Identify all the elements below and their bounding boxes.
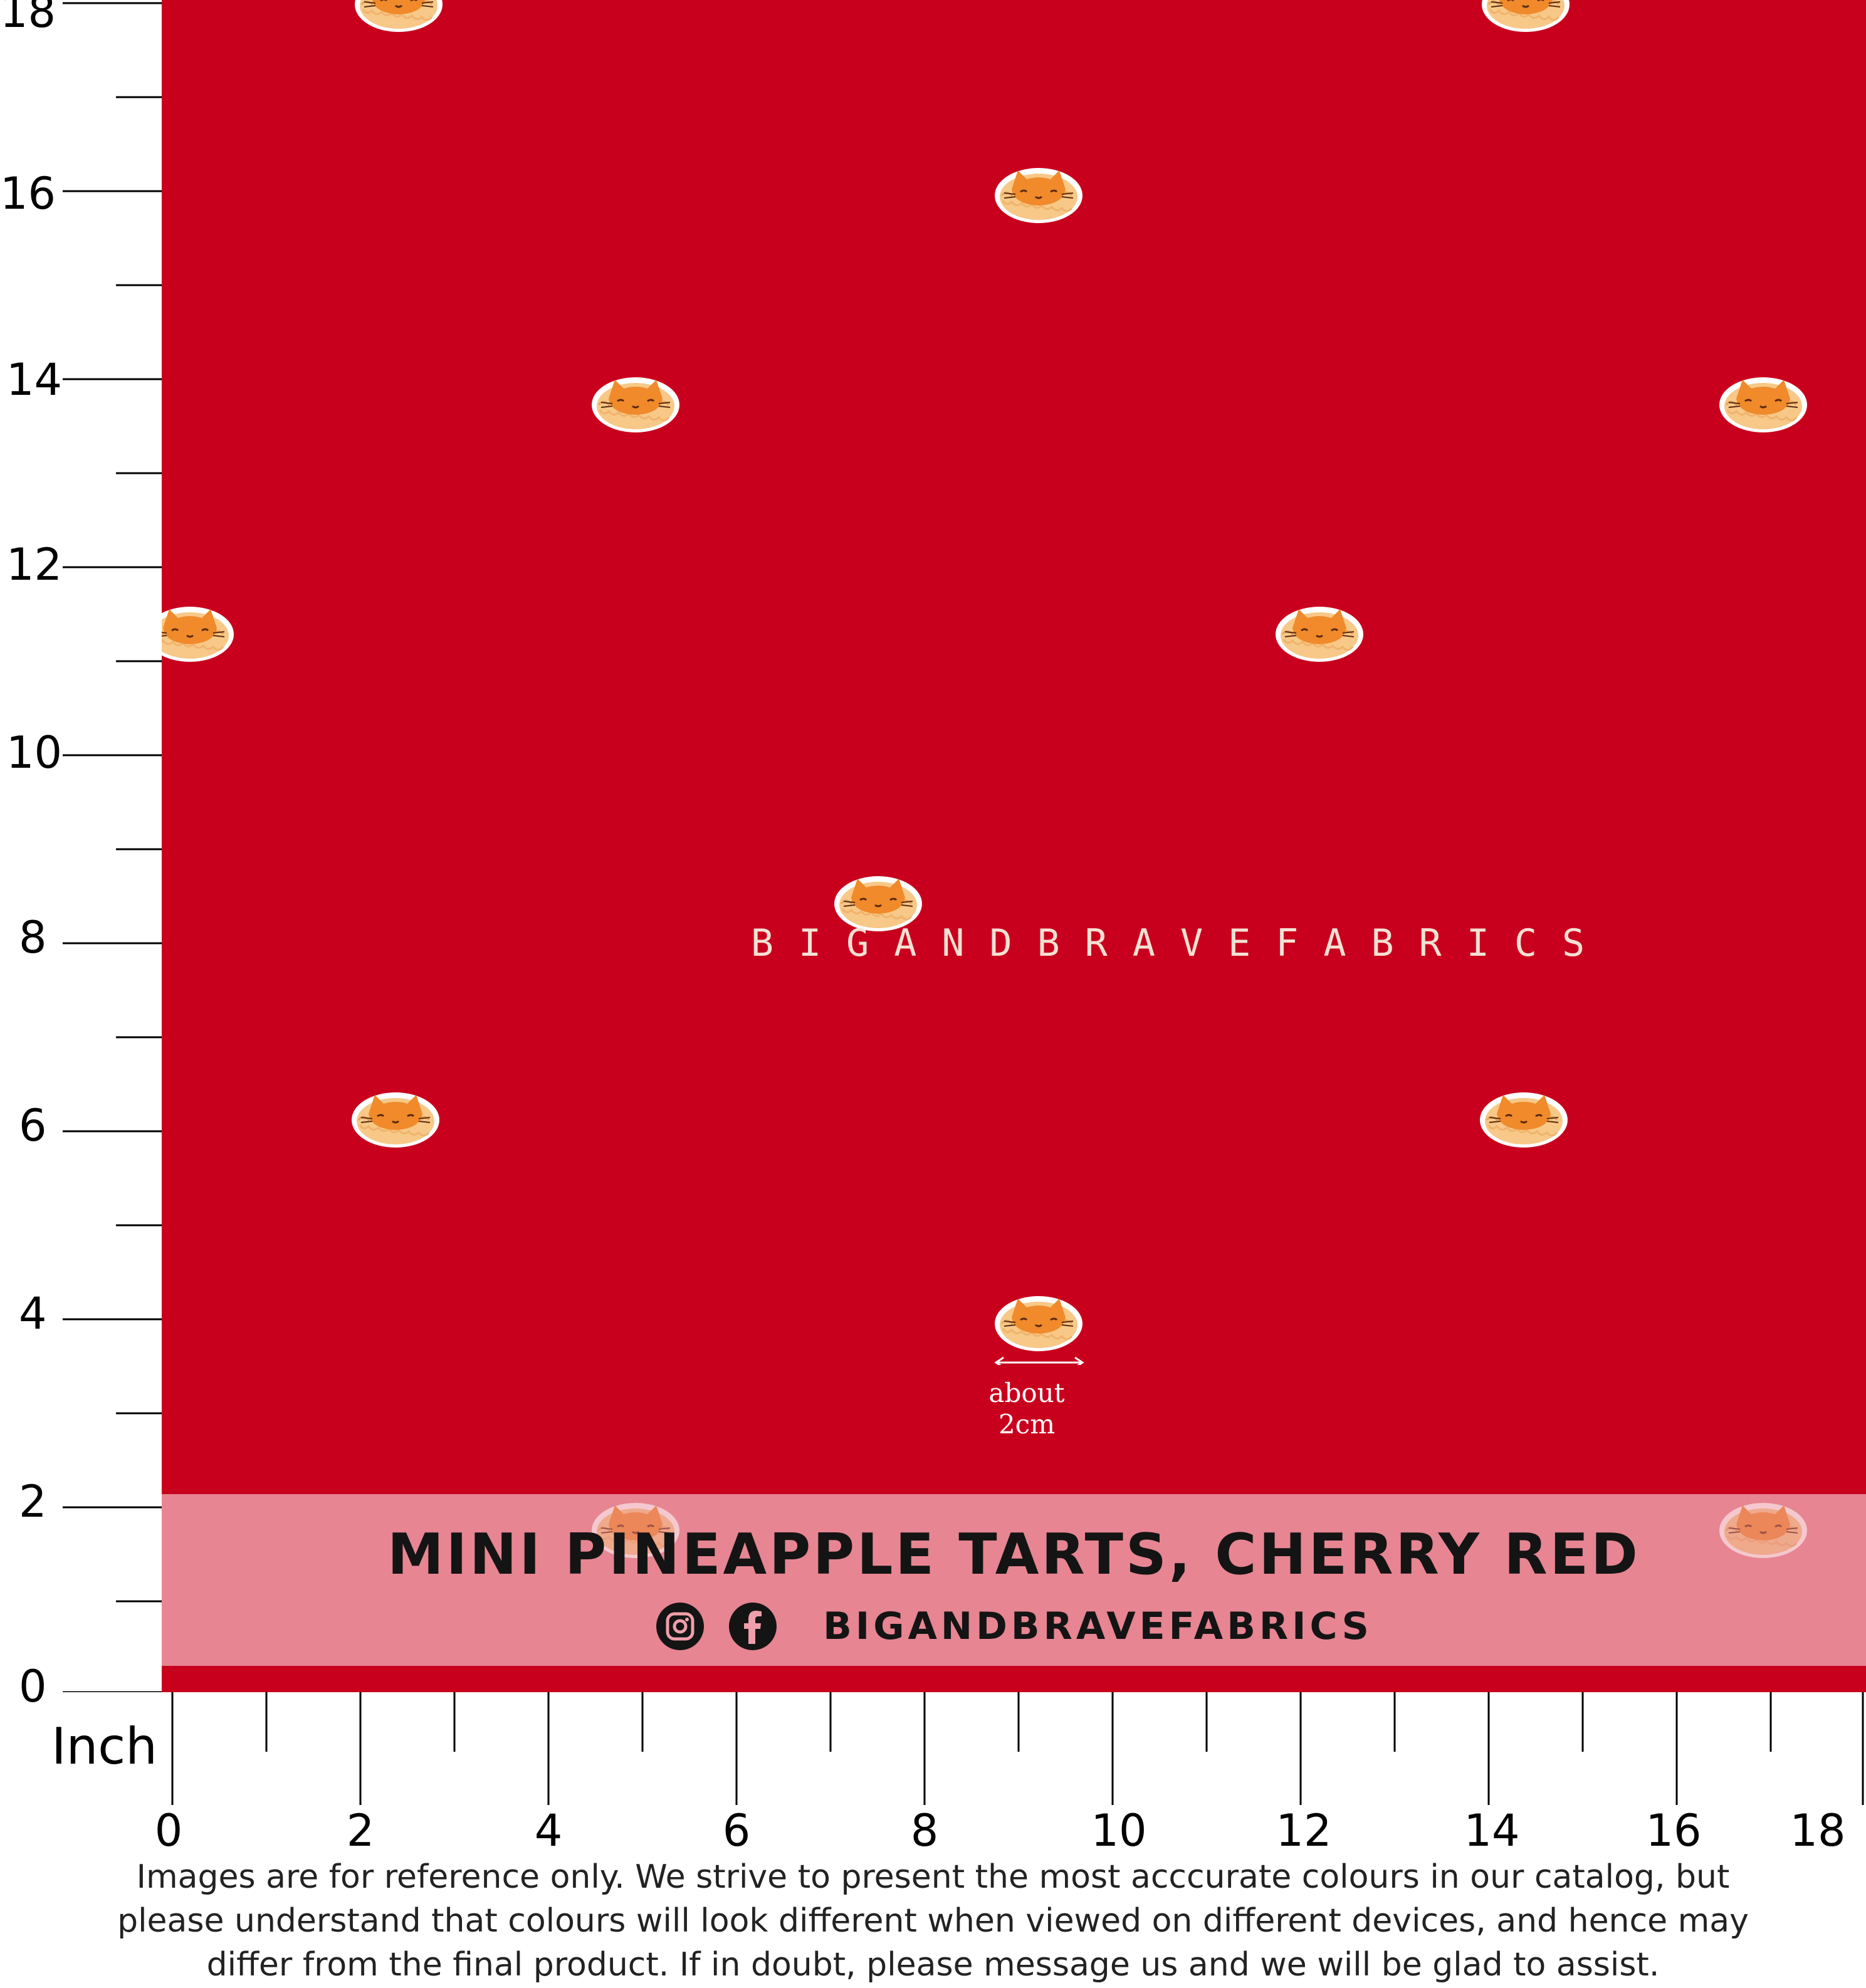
ruler-bottom-label: 16 <box>1645 1805 1702 1856</box>
cat-pineapple-tart-icon <box>162 595 236 663</box>
ruler-left-label: 2 <box>19 1476 47 1527</box>
cat-pineapple-tart-icon <box>993 1285 1084 1352</box>
cat-pineapple-tart-icon <box>1717 366 1809 434</box>
cat-pineapple-tart-icon <box>993 157 1084 224</box>
ruler-bottom-label: 12 <box>1276 1805 1332 1856</box>
disclaimer-line: Images are for reference only. We strive… <box>136 1858 1730 1896</box>
disclaimer: Images are for reference only. We strive… <box>13 1855 1853 1987</box>
size-note: about 2cm <box>977 1378 1077 1440</box>
ruler-left-label: 0 <box>19 1661 47 1712</box>
ruler-left-label: 18 <box>0 0 56 38</box>
cat-pineapple-tart-icon <box>1478 1081 1570 1149</box>
ruler-left-label: 14 <box>6 354 63 405</box>
ruler-left-label: 4 <box>19 1288 47 1339</box>
size-note-line1: about <box>988 1378 1065 1408</box>
ruler-bottom-label: 0 <box>154 1805 183 1856</box>
ruler-left-label: 6 <box>19 1100 47 1151</box>
label-band <box>162 1494 1866 1666</box>
cat-pineapple-tart-icon <box>590 366 681 434</box>
cat-pineapple-tart-icon <box>1480 0 1571 33</box>
ruler-bottom-label: 4 <box>534 1805 563 1856</box>
size-note-line2: 2cm <box>998 1409 1056 1440</box>
fabric-title: MINI PINEAPPLE TARTS, CHERRY RED <box>387 1522 1640 1588</box>
ruler-left-label: 16 <box>0 168 56 219</box>
size-arrow <box>994 1356 1084 1365</box>
ruler-left-ticks <box>63 2 162 1692</box>
ruler-bottom-ticks <box>171 1692 1864 1805</box>
ruler-left-label: 12 <box>6 539 63 590</box>
ruler-bottom-label: 10 <box>1091 1805 1147 1856</box>
cat-pineapple-tart-icon <box>350 1081 441 1149</box>
cat-pineapple-tart-icon <box>1274 595 1365 663</box>
ruler-bottom-label: 14 <box>1464 1805 1520 1856</box>
disclaimer-line: differ from the final product. If in dou… <box>206 1946 1660 1984</box>
ruler-left: 18 16 14 12 10 8 6 4 2 0 <box>0 0 162 1712</box>
instagram-icon <box>656 1603 705 1650</box>
ruler-bottom: 0 2 4 6 8 10 12 14 16 18 <box>0 1692 1866 1861</box>
ruler-bottom-label: 18 <box>1790 1805 1846 1856</box>
fabric-background <box>162 0 1866 1692</box>
brand-handle: BIGANDBRAVEFABRICS <box>823 1604 1373 1648</box>
social-row: BIGANDBRAVEFABRICS <box>162 1601 1866 1651</box>
disclaimer-line: please understand that colours will look… <box>117 1902 1749 1940</box>
ruler-unit-label: Inch <box>51 1717 157 1776</box>
ruler-bottom-label: 2 <box>346 1805 375 1856</box>
ruler-bottom-label: 8 <box>910 1805 939 1856</box>
brand-watermark: BIGANDBRAVEFABRICS <box>750 921 1610 965</box>
facebook-icon <box>729 1603 777 1650</box>
ruler-left-label: 8 <box>19 912 47 963</box>
ruler-left-label: 10 <box>6 727 63 778</box>
ruler-bottom-label: 6 <box>722 1805 751 1856</box>
fabric-swatch: BIGANDBRAVEFABRICS about 2cm MINI PINEAP… <box>162 0 1866 1692</box>
cat-pineapple-tart-icon <box>353 0 444 33</box>
